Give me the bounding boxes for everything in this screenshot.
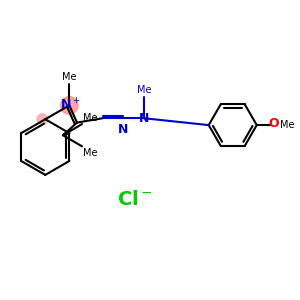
- Text: O: O: [268, 117, 279, 130]
- Text: Me: Me: [62, 72, 76, 82]
- Circle shape: [37, 114, 48, 124]
- Text: N: N: [139, 112, 149, 125]
- Text: Me: Me: [83, 148, 98, 158]
- Text: N$^+$: N$^+$: [60, 98, 81, 113]
- Text: Cl$^-$: Cl$^-$: [117, 190, 152, 209]
- Text: N: N: [118, 124, 128, 136]
- Text: Me: Me: [280, 120, 295, 130]
- Text: Me: Me: [136, 85, 151, 95]
- Circle shape: [61, 97, 78, 114]
- Text: Me: Me: [83, 112, 98, 123]
